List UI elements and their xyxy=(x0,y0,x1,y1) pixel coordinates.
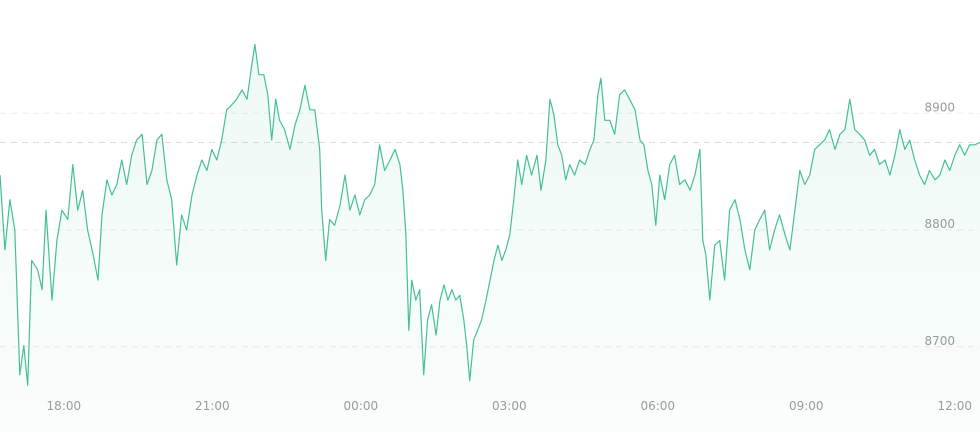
area-fill xyxy=(0,44,980,432)
price-line xyxy=(0,43,980,386)
y-tick-label: 8900 xyxy=(924,100,955,114)
